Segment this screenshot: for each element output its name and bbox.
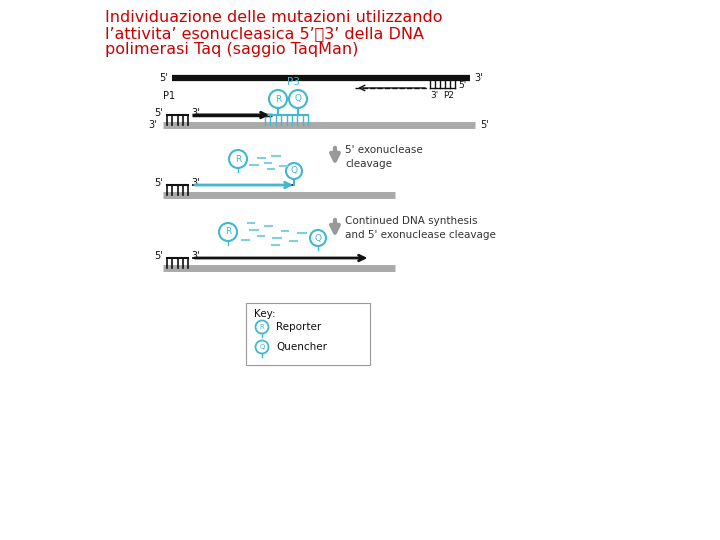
Text: 3': 3' — [191, 178, 199, 188]
Text: R: R — [235, 154, 241, 164]
Text: P2: P2 — [443, 91, 454, 100]
Text: Q: Q — [290, 166, 297, 176]
Text: Continued DNA synthesis
and 5' exonuclease cleavage: Continued DNA synthesis and 5' exonuclea… — [345, 217, 496, 240]
FancyBboxPatch shape — [246, 303, 370, 365]
Text: Key:: Key: — [254, 309, 276, 319]
Text: polimerasi Taq (saggio TaqMan): polimerasi Taq (saggio TaqMan) — [105, 42, 359, 57]
Text: Individuazione delle mutazioni utilizzando: Individuazione delle mutazioni utilizzan… — [105, 10, 443, 25]
Text: 3': 3' — [474, 73, 482, 83]
Text: 5': 5' — [154, 108, 163, 118]
Text: Q: Q — [315, 233, 322, 242]
Text: 5' exonuclease
cleavage: 5' exonuclease cleavage — [345, 145, 423, 168]
Text: l’attivita’ esonucleasica 5’✅3’ della DNA: l’attivita’ esonucleasica 5’✅3’ della DN… — [105, 26, 424, 41]
Text: Q: Q — [259, 344, 265, 350]
Text: R: R — [260, 324, 264, 330]
Text: R: R — [225, 227, 231, 237]
Text: 5': 5' — [480, 120, 489, 130]
Text: 3': 3' — [191, 251, 199, 261]
Text: 5': 5' — [154, 178, 163, 188]
Text: P3: P3 — [287, 77, 300, 87]
Text: Reporter: Reporter — [276, 322, 321, 332]
Text: 5': 5' — [159, 73, 168, 83]
Text: Q: Q — [294, 94, 302, 104]
Text: 5': 5' — [154, 251, 163, 261]
Text: 3': 3' — [430, 91, 438, 100]
Text: 3': 3' — [191, 108, 199, 118]
Text: R: R — [275, 94, 281, 104]
Text: P1: P1 — [163, 91, 175, 101]
Text: Quencher: Quencher — [276, 342, 327, 352]
Text: 5': 5' — [458, 80, 467, 90]
Text: 3': 3' — [148, 120, 157, 130]
